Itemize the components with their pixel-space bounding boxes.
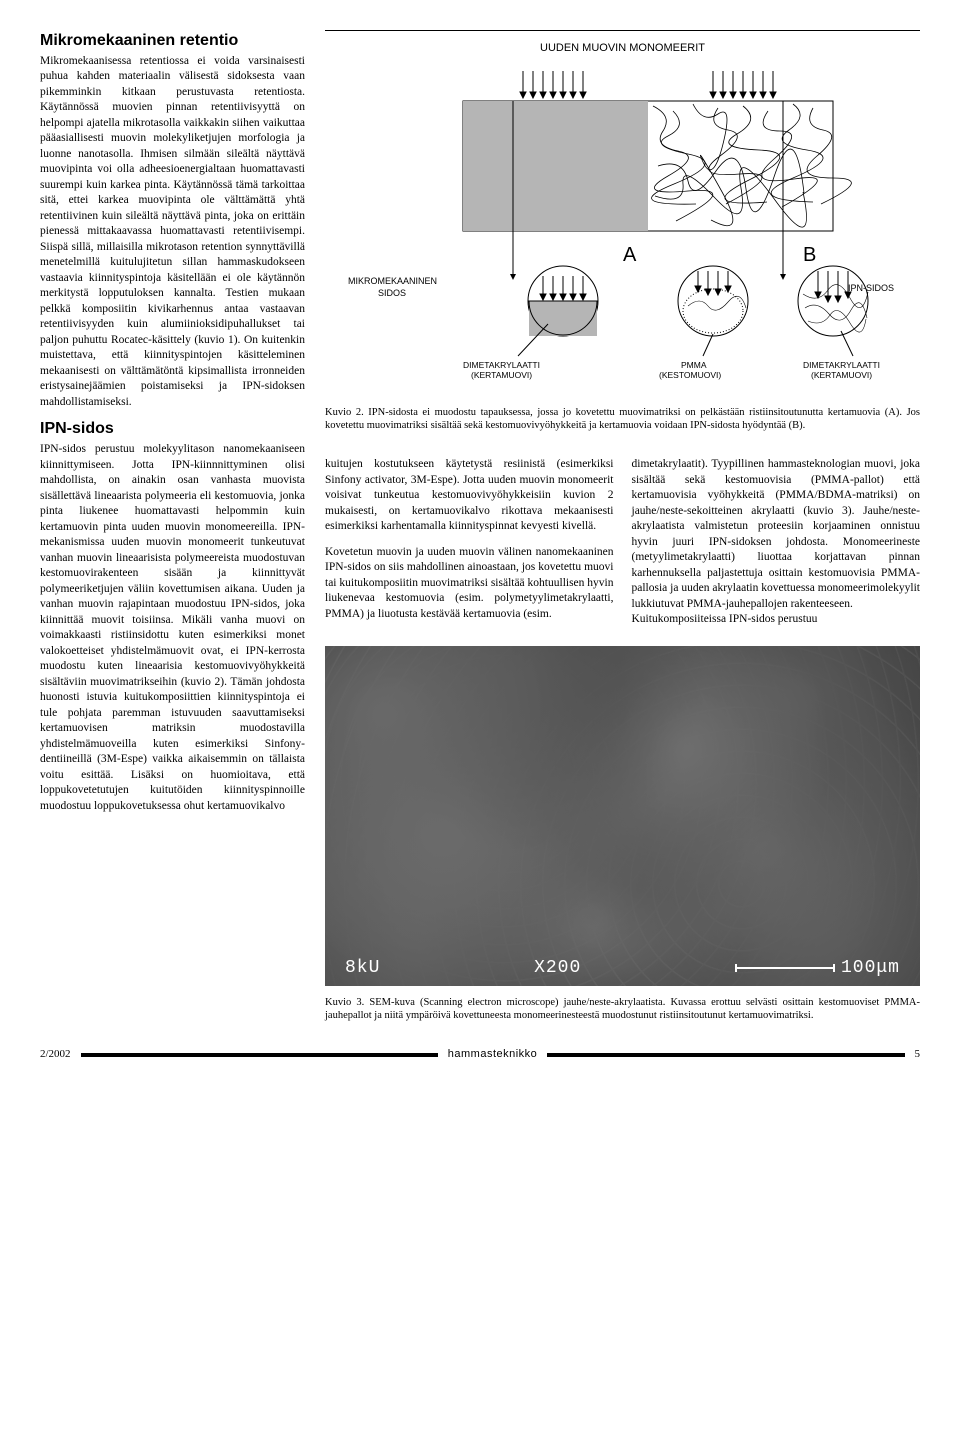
sem-scale-bar (735, 967, 835, 969)
footer-rule-left (81, 1053, 438, 1057)
middle-col2-p2: Kuitukomposiiteissa IPN-sidos perustuu (632, 612, 921, 628)
footer-journal: hammasteknikko (448, 1047, 538, 1062)
left-column: Mikromekaaninen retentio Mikromekaanises… (40, 30, 305, 1023)
figure-2-caption: Kuvio 2. IPN-sidosta ei muodostu tapauks… (325, 406, 920, 433)
svg-text:(KERTAMUOVI): (KERTAMUOVI) (811, 370, 872, 380)
middle-col-1: kuitujen kostutukseen käytetystä resiini… (325, 457, 614, 628)
svg-text:DIMETAKRYLAATTI: DIMETAKRYLAATTI (463, 360, 540, 370)
heading-mikromekaaninen: Mikromekaaninen retentio (40, 30, 305, 52)
svg-text:IPN-SIDOS: IPN-SIDOS (848, 283, 894, 293)
footer-rule-right (547, 1053, 904, 1057)
sem-kv: 8kU (345, 956, 380, 980)
svg-text:(KERTAMUOVI): (KERTAMUOVI) (471, 370, 532, 380)
figure-2: UUDEN MUOVIN MONOMEERIT (325, 30, 920, 433)
svg-text:PMMA: PMMA (681, 360, 707, 370)
para-mikromekaaninen: Mikromekaanisessa retentiossa ei voida v… (40, 54, 305, 411)
page-footer: 2/2002 hammasteknikko 5 (40, 1047, 920, 1062)
figure-3-caption: Kuvio 3. SEM-kuva (Scanning electron mic… (325, 996, 920, 1023)
footer-issue: 2/2002 (40, 1047, 71, 1062)
svg-text:MIKROMEKAANINEN: MIKROMEKAANINEN (348, 276, 437, 286)
label-b: B (803, 244, 816, 266)
middle-col2-p1: dimetakrylaatit). Tyypillinen hammastekn… (632, 457, 921, 612)
sem-scale: 100μm (735, 956, 900, 980)
figure-2-diagram: A B MIKROMEKAANINEN SIDOS IPN-SIDOS (343, 66, 903, 396)
figure-2-title: UUDEN MUOVIN MONOMEERIT (325, 41, 920, 56)
sem-texture (325, 646, 920, 986)
svg-text:DIMETAKRYLAATTI: DIMETAKRYLAATTI (803, 360, 880, 370)
svg-text:SIDOS: SIDOS (378, 288, 406, 298)
middle-col1-p1: kuitujen kostutukseen käytetystä resiini… (325, 457, 614, 535)
middle-col1-p2: Kovetetun muovin ja uuden muovin välinen… (325, 545, 614, 623)
para-ipn-sidos: IPN-sidos perustuu molekyylitason nanome… (40, 442, 305, 814)
label-a: A (623, 244, 637, 266)
sem-label-bar: 8kU X200 100μm (345, 956, 900, 980)
svg-text:(KESTOMUOVI): (KESTOMUOVI) (659, 370, 721, 380)
middle-col-2: dimetakrylaatit). Tyypillinen hammastekn… (632, 457, 921, 628)
middle-text-columns: kuitujen kostutukseen käytetystä resiini… (325, 457, 920, 628)
figure-3: 8kU X200 100μm Kuvio 3. SEM-kuva (Scanni… (325, 646, 920, 1023)
right-column: UUDEN MUOVIN MONOMEERIT (325, 30, 920, 1023)
heading-ipn-sidos: IPN-sidos (40, 418, 305, 440)
footer-page-number: 5 (915, 1047, 921, 1062)
sem-image: 8kU X200 100μm (325, 646, 920, 986)
sem-scale-text: 100μm (841, 956, 900, 980)
sem-mag: X200 (534, 956, 581, 980)
